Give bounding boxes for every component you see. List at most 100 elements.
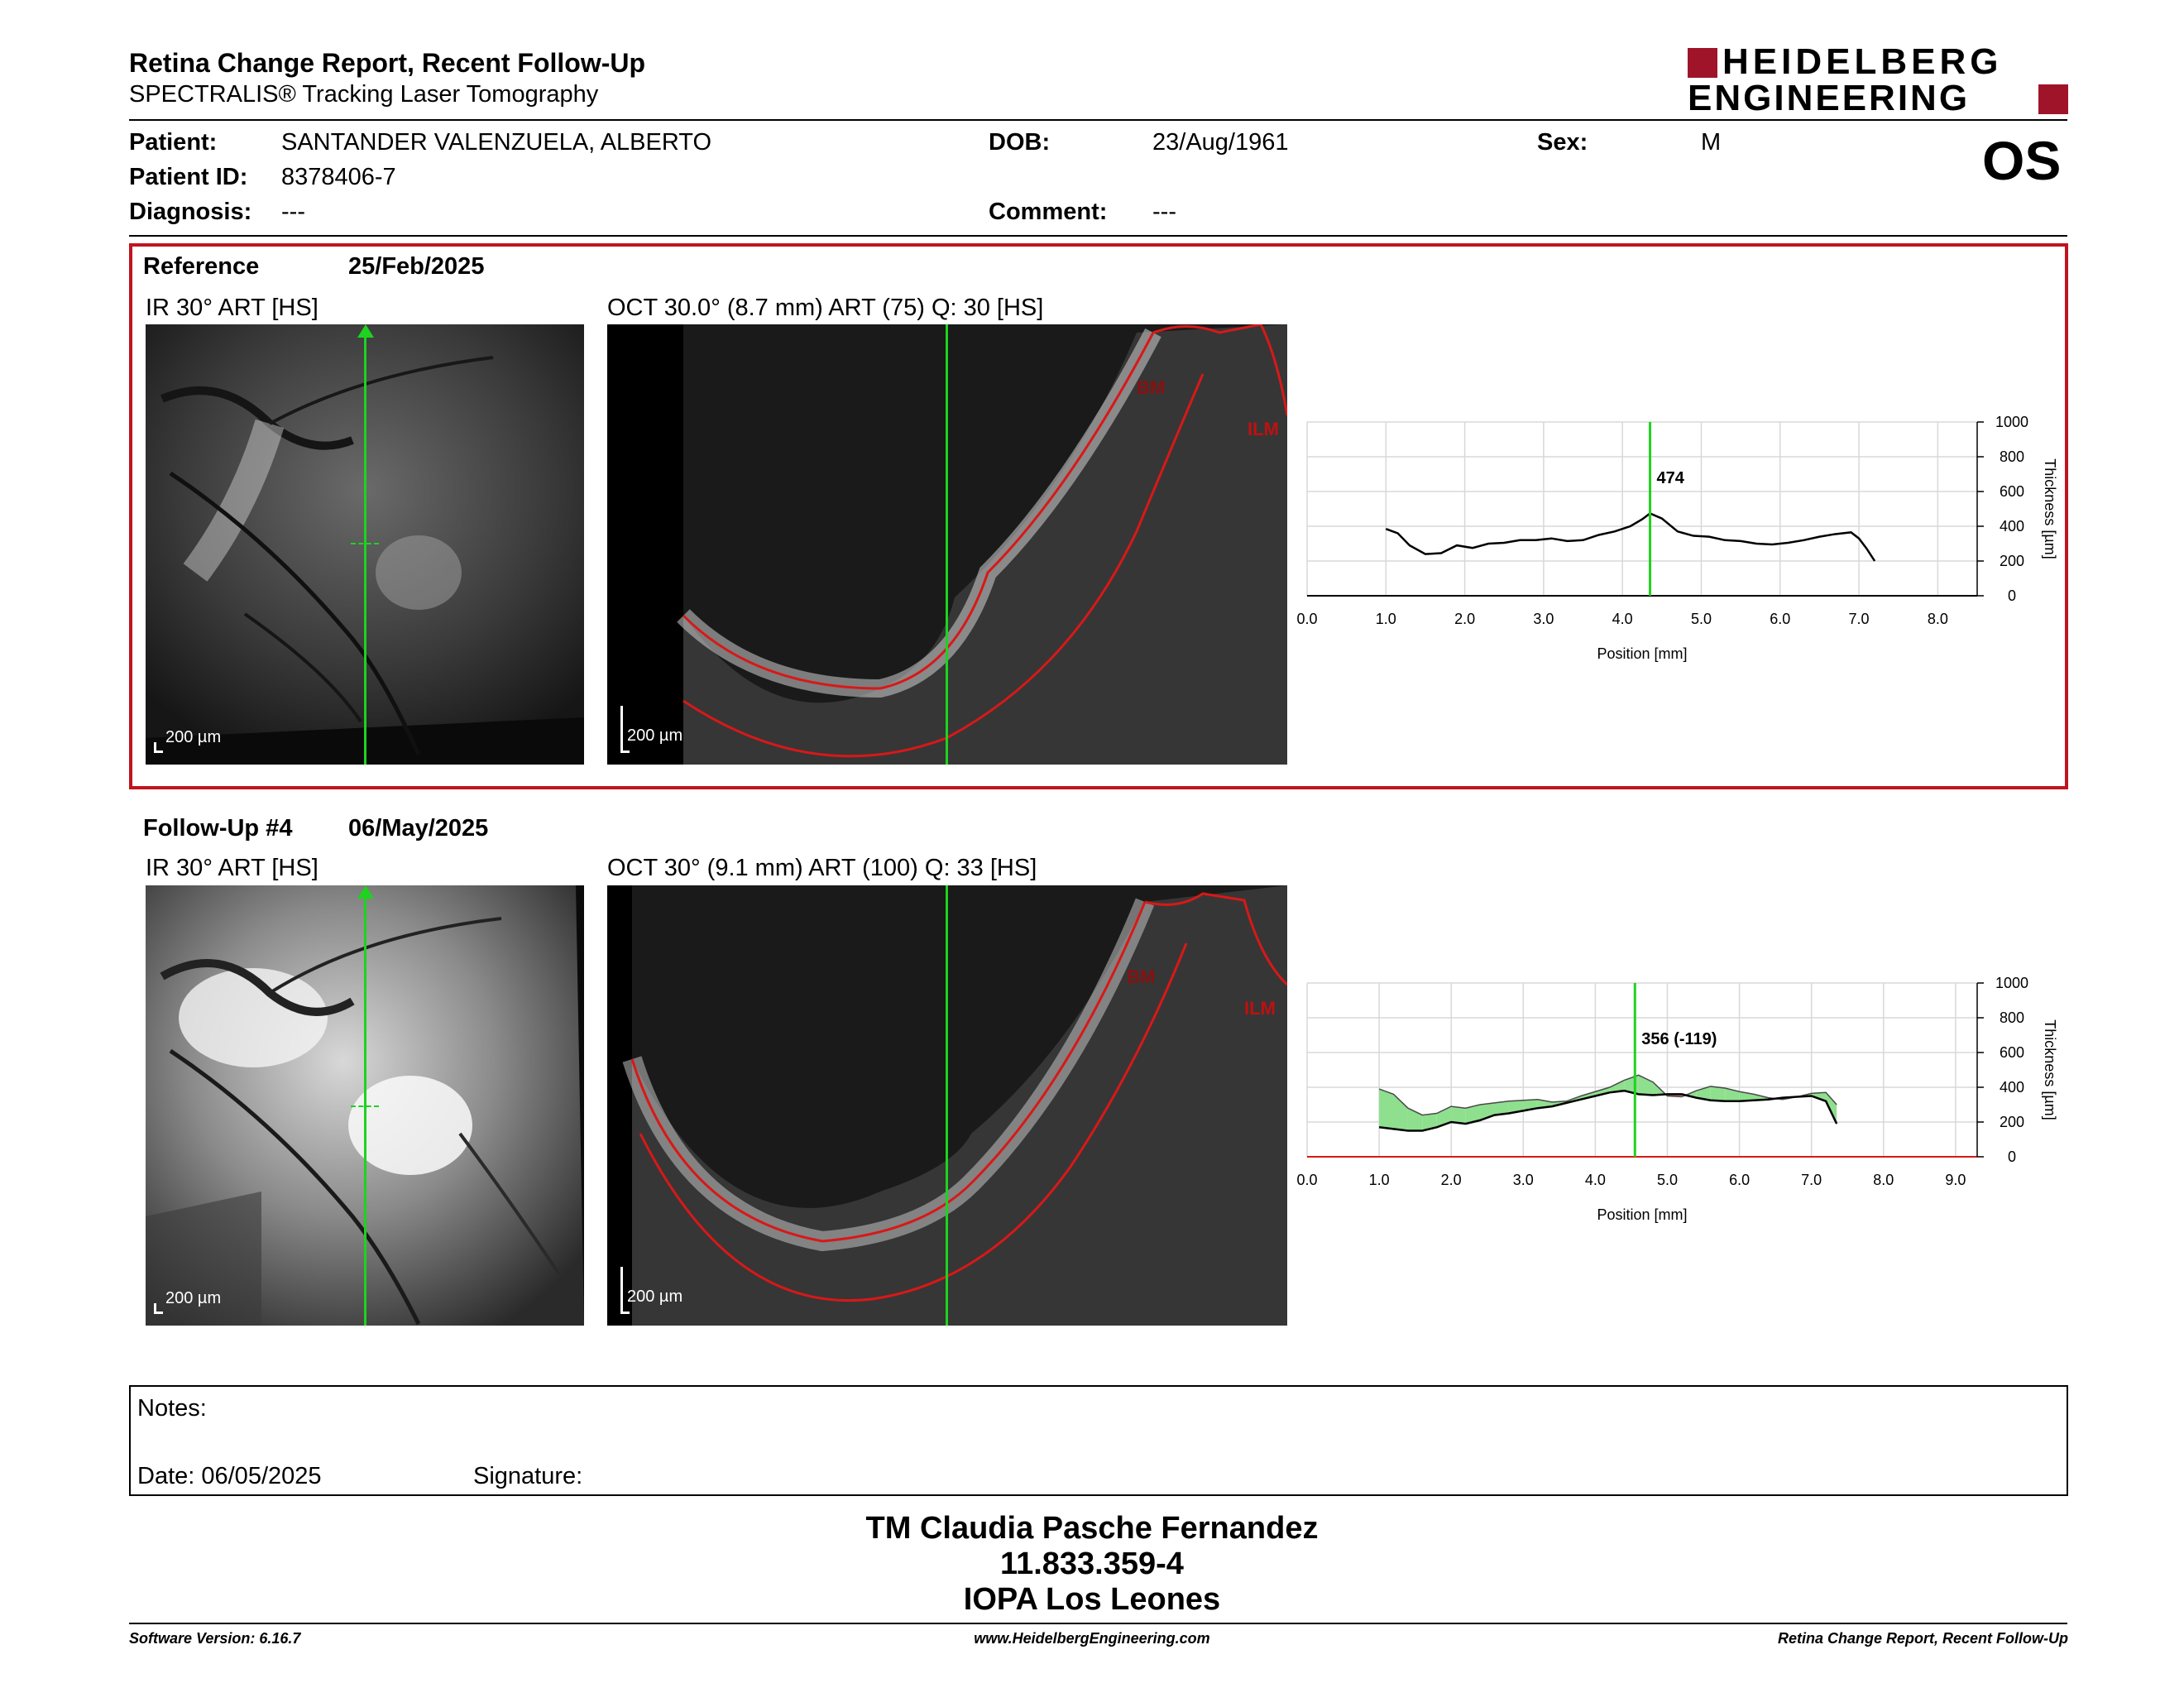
- reference-label: Reference: [143, 253, 260, 280]
- followup-thickness-chart: 0.0 1.0 2.0 3.0 4.0 5.0 6.0 7.0 8.0 9.0 0 200 400 600…: [1296, 975, 2058, 1223]
- chart-difference-area: [1465, 1105, 1481, 1125]
- header-rule: [129, 119, 2067, 121]
- comment-label: Comment:: [989, 199, 1108, 225]
- brand-line1: HEIDELBERG: [1722, 41, 2003, 82]
- brand-square-top: [1688, 48, 1717, 78]
- reference-ir-title: IR 30° ART [HS]: [146, 295, 318, 321]
- followup-oct-graphic: BM ILM: [607, 885, 1287, 1326]
- patient-label: Patient:: [129, 129, 218, 156]
- reference-oct-scale: 200 µm: [620, 705, 703, 753]
- followup-ir-scan-line: [364, 889, 366, 1326]
- scale-bar-icon: [154, 742, 163, 753]
- chart-x-tick-label: 5.0: [1691, 611, 1712, 627]
- chart-y-tick-label: 400: [2000, 1079, 2024, 1096]
- chart-cursor-label: 474: [1657, 469, 1685, 487]
- chart-y-tick-label: 800: [2000, 1009, 2024, 1026]
- report-subtitle: SPECTRALIS® Tracking Laser Tomography: [129, 81, 599, 108]
- reference-thickness-chart: 0.0 1.0 2.0 3.0 4.0 5.0 6.0 7.0 8.0 0 200 400 600 800…: [1296, 414, 2058, 662]
- chart-x-tick-label: 5.0: [1657, 1172, 1678, 1188]
- diagnosis-value: ---: [281, 199, 305, 225]
- scale-bar-icon: [154, 1303, 163, 1314]
- chart-y-axis-label: Thickness [µm]: [2042, 1019, 2058, 1120]
- followup-ir-title: IR 30° ART [HS]: [146, 855, 318, 881]
- chart-x-tick-label: 3.0: [1533, 611, 1554, 627]
- reference-date: 25/Feb/2025: [348, 253, 485, 280]
- patient-rule: [129, 235, 2067, 237]
- followup-date: 06/May/2025: [348, 815, 489, 842]
- followup-ir-scale: 200 µm: [154, 1289, 237, 1314]
- followup-oct-image[interactable]: BM ILM 200 µm: [607, 885, 1287, 1326]
- comment-value: ---: [1152, 199, 1176, 225]
- reference-oct-image[interactable]: BM ILM 200 µm: [607, 324, 1287, 765]
- chart-y-tick-label: 1000: [1995, 414, 2028, 430]
- chart-reference-line: [1378, 1074, 1837, 1116]
- chart-x-axis-label: Position [mm]: [1597, 1206, 1687, 1223]
- chart-x-tick-label: 4.0: [1612, 611, 1633, 627]
- chart-x-tick-label: 0.0: [1296, 611, 1317, 627]
- scale-bar-icon: [620, 1267, 630, 1314]
- brand-logo: HEIDELBERG ENGINEERING: [1688, 41, 2068, 118]
- chart-y-tick-label: 600: [2000, 483, 2024, 500]
- chart-y-tick-label: 400: [2000, 518, 2024, 535]
- reference-oct-title: OCT 30.0° (8.7 mm) ART (75) Q: 30 [HS]: [607, 295, 1044, 321]
- chart-y-tick-label: 800: [2000, 448, 2024, 465]
- chart-x-tick-label: 1.0: [1369, 1172, 1390, 1188]
- chart-y-tick-label: 200: [2000, 553, 2024, 569]
- followup-oct-scale: 200 µm: [620, 1266, 703, 1314]
- signoff-name: TM Claudia Pasche Fernandez: [865, 1511, 1319, 1546]
- dob-value: 23/Aug/1961: [1152, 129, 1289, 156]
- chart-x-tick-label: 6.0: [1729, 1172, 1750, 1188]
- followup-oct-title: OCT 30° (9.1 mm) ART (100) Q: 33 [HS]: [607, 855, 1037, 881]
- reference-frame: [129, 243, 2068, 789]
- footer-rule: [129, 1623, 2067, 1624]
- chart-thickness-line: [1385, 512, 1876, 562]
- reference-ir-scale-label: 200 µm: [165, 728, 222, 746]
- chart-difference-area: [1638, 1075, 1654, 1096]
- followup-oct-bm-label: BM: [1127, 966, 1155, 987]
- chart-difference-area: [1595, 1087, 1610, 1096]
- footer-software-version: Software Version: 6.16.7: [129, 1630, 301, 1647]
- notes-box[interactable]: Notes: Date: 06/05/2025 Signature:: [129, 1385, 2068, 1496]
- chart-x-tick-label: 8.0: [1873, 1172, 1894, 1188]
- footer-website[interactable]: www.HeidelbergEngineering.com: [974, 1630, 1210, 1647]
- chart-y-axis-label: Thickness [µm]: [2042, 458, 2058, 559]
- followup-ir-fovea-marker: [351, 1105, 379, 1109]
- chart-y-tick-label: 1000: [1995, 975, 2028, 991]
- chart-x-tick-label: 7.0: [1801, 1172, 1822, 1188]
- chart-y-tick-label: 0: [2008, 587, 2016, 604]
- chart-x-tick-label: 8.0: [1928, 611, 1948, 627]
- signoff-institution: IOPA Los Leones: [963, 1582, 1221, 1617]
- brand-square-bottom: [2038, 84, 2068, 114]
- reference-ir-image[interactable]: 200 µm: [146, 324, 584, 765]
- chart-difference-area: [1451, 1106, 1466, 1125]
- followup-ir-image[interactable]: 200 µm: [146, 885, 584, 1326]
- chart-x-tick-label: 2.0: [1441, 1172, 1462, 1188]
- chart-difference-area: [1436, 1106, 1452, 1128]
- chart-x-axis-label: Position [mm]: [1597, 645, 1687, 662]
- chart-x-tick-label: 4.0: [1585, 1172, 1606, 1188]
- chart-y-tick-label: 600: [2000, 1044, 2024, 1061]
- chart-followup-line: [1378, 1089, 1838, 1132]
- followup-label: Follow-Up #4: [143, 815, 293, 842]
- chart-difference-area: [1508, 1100, 1524, 1114]
- chart-cursor-label: 356 (-119): [1641, 1030, 1717, 1048]
- reference-ir-arrow-icon: [357, 324, 374, 338]
- patient-id-label: Patient ID:: [129, 164, 248, 190]
- reference-ir-scale: 200 µm: [154, 728, 237, 753]
- sex-label: Sex:: [1537, 129, 1588, 156]
- chart-x-tick-label: 0.0: [1296, 1172, 1317, 1188]
- brand-line2: ENGINEERING: [1688, 78, 1971, 118]
- followup-oct-cursor-line: [946, 885, 948, 1326]
- chart-difference-area: [1422, 1113, 1437, 1131]
- chart-x-tick-label: 6.0: [1770, 611, 1790, 627]
- notes-label: Notes:: [137, 1395, 207, 1422]
- chart-difference-area: [1494, 1101, 1509, 1115]
- dob-label: DOB:: [989, 129, 1051, 156]
- eye-indicator: OS: [1982, 130, 2062, 191]
- chart-x-tick-label: 2.0: [1454, 611, 1475, 627]
- reference-oct-cursor-line: [946, 324, 948, 765]
- reference-oct-scale-label: 200 µm: [627, 727, 683, 745]
- footer-report-name: Retina Change Report, Recent Follow-Up: [1777, 1630, 2068, 1647]
- followup-ir-arrow-icon: [357, 885, 374, 899]
- notes-signature: Signature:: [473, 1463, 583, 1489]
